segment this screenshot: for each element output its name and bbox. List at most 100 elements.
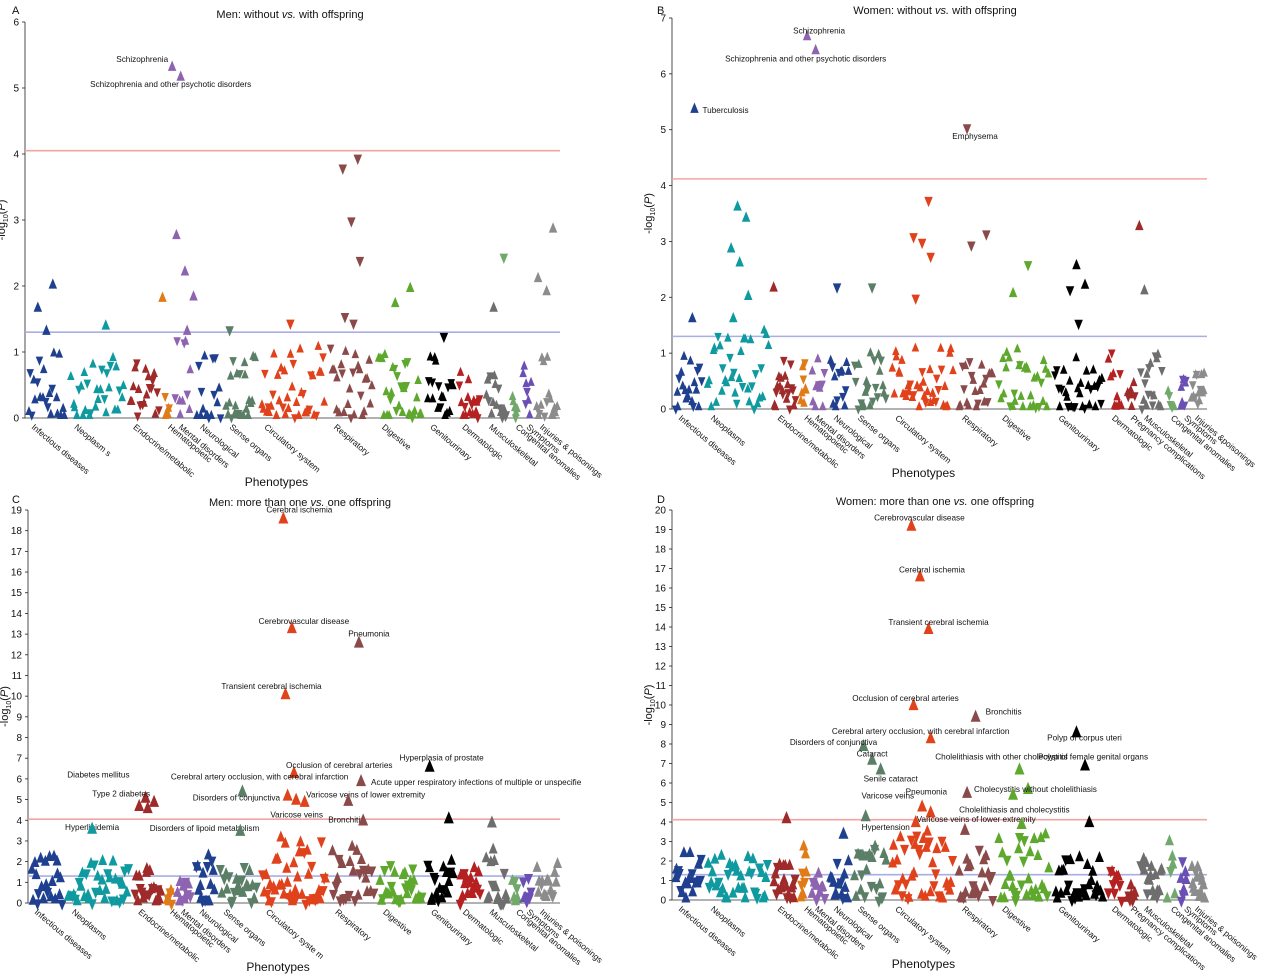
association-point xyxy=(1035,402,1043,413)
association-point xyxy=(101,882,111,894)
association-point xyxy=(97,873,107,885)
point-annotation: Cerebral ischemia xyxy=(899,565,965,574)
point-annotation: Pneumonia xyxy=(906,788,948,797)
association-point xyxy=(483,374,492,384)
point-annotation: Varicose veins of lower extremity xyxy=(306,791,426,800)
association-point xyxy=(798,361,807,371)
association-point xyxy=(1005,352,1013,362)
association-point xyxy=(490,370,499,380)
association-point xyxy=(814,353,822,363)
association-point xyxy=(769,875,779,887)
category-label: Circulatory system xyxy=(262,422,322,475)
association-point xyxy=(1170,401,1179,411)
association-point xyxy=(1200,385,1208,395)
association-point xyxy=(1198,878,1208,890)
association-point xyxy=(509,396,518,406)
association-point xyxy=(854,849,864,861)
association-point xyxy=(282,875,292,887)
association-point xyxy=(988,368,997,378)
association-point xyxy=(344,398,352,408)
category-label: Circulatory system xyxy=(893,413,953,466)
association-point xyxy=(293,870,303,882)
point-annotation: Emphysema xyxy=(952,132,998,141)
significant-point xyxy=(962,785,973,798)
association-point xyxy=(1154,348,1162,358)
association-point xyxy=(95,884,105,896)
point-annotation: Pneumonia xyxy=(348,629,390,638)
association-point xyxy=(436,403,445,413)
association-point xyxy=(1016,880,1026,892)
y-tick-label: 7 xyxy=(660,759,666,770)
association-point xyxy=(349,368,357,378)
y-tick-label: 12 xyxy=(11,650,23,661)
association-point xyxy=(375,873,385,885)
association-point xyxy=(1011,395,1019,405)
association-point xyxy=(892,351,901,361)
y-tick-label: 5 xyxy=(16,795,22,806)
association-point xyxy=(176,408,184,419)
association-point xyxy=(684,390,692,401)
association-point xyxy=(921,840,931,852)
association-point xyxy=(537,399,545,409)
association-point xyxy=(261,868,271,880)
association-point xyxy=(916,382,924,392)
association-point xyxy=(131,362,139,372)
association-point xyxy=(1011,896,1021,908)
y-tick-label: 15 xyxy=(11,588,23,599)
association-point xyxy=(684,872,694,884)
association-point xyxy=(145,864,155,876)
association-point xyxy=(390,865,400,877)
association-point xyxy=(491,880,501,892)
association-point xyxy=(448,867,458,879)
y-tick-label: 3 xyxy=(660,837,666,848)
association-point xyxy=(694,401,703,411)
association-point xyxy=(89,358,97,368)
association-point xyxy=(685,384,693,394)
association-point xyxy=(727,371,736,382)
association-point xyxy=(499,868,509,880)
significant-point xyxy=(291,792,302,805)
association-point xyxy=(105,871,115,883)
association-point xyxy=(67,370,75,380)
association-point xyxy=(77,380,85,390)
category-label: Neoplasm s xyxy=(73,422,114,459)
y-axis-label: -log10(P) xyxy=(0,200,10,241)
association-point xyxy=(941,380,949,390)
association-point xyxy=(932,374,941,384)
panel-a: A Men: without vs. with offspring 0 1 2 3 4 5 6 -… xyxy=(0,5,604,489)
significant-point xyxy=(158,291,167,302)
significant-point xyxy=(280,687,291,700)
category-label: Circulatory system xyxy=(893,904,953,957)
association-point xyxy=(393,372,401,382)
association-point xyxy=(961,885,971,897)
association-point xyxy=(722,891,732,903)
association-point xyxy=(1065,853,1075,865)
association-point xyxy=(57,899,67,911)
association-point xyxy=(1066,375,1074,385)
association-point xyxy=(1180,865,1190,877)
association-point xyxy=(800,877,810,889)
association-point xyxy=(31,868,41,880)
association-point xyxy=(545,388,553,398)
association-point xyxy=(843,891,853,903)
association-point xyxy=(931,869,941,881)
association-point xyxy=(241,369,249,379)
significant-point xyxy=(140,790,151,803)
association-point xyxy=(784,389,793,399)
association-point xyxy=(328,889,338,901)
point-annotation: Type 2 diabetes xyxy=(92,790,150,799)
y-tick-label: 4 xyxy=(660,818,666,829)
significant-point xyxy=(1065,286,1075,297)
x-axis-label: Phenotypes xyxy=(245,475,308,489)
y-tick-label: 17 xyxy=(11,547,23,558)
association-point xyxy=(1034,890,1044,902)
category-label: Respiratory xyxy=(332,422,372,458)
association-point xyxy=(532,860,542,872)
point-annotation: Schizophrenia xyxy=(116,55,168,64)
association-point xyxy=(878,892,888,904)
association-point xyxy=(261,369,269,380)
association-point xyxy=(1039,395,1047,405)
association-point xyxy=(737,345,745,355)
significant-point xyxy=(443,811,454,824)
